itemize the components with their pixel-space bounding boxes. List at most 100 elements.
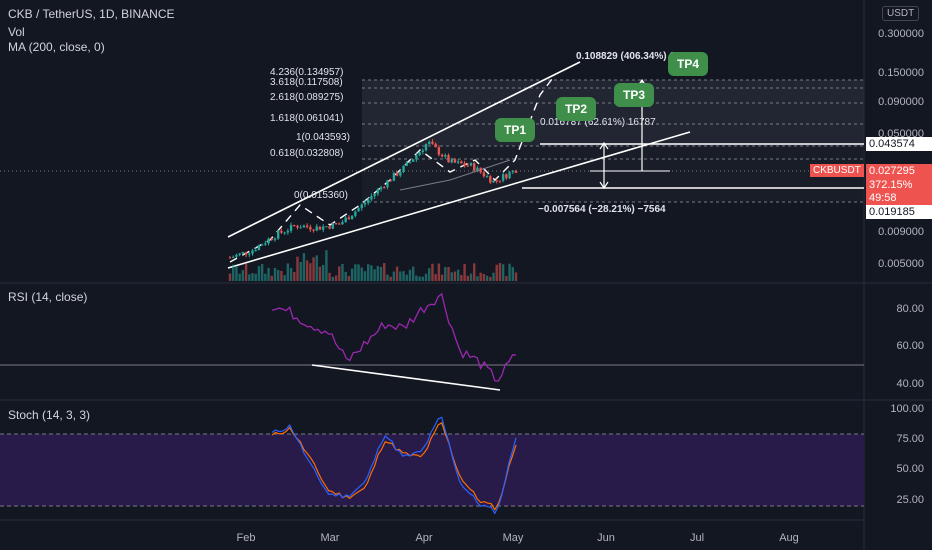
- volume-bar: [411, 266, 415, 281]
- candle-body: [466, 165, 469, 167]
- candle-body: [505, 174, 508, 179]
- ma-label: MA (200, close, 0): [8, 40, 105, 54]
- volume-bar: [302, 253, 306, 281]
- volume-bar: [321, 264, 325, 281]
- candle-body: [260, 244, 264, 246]
- tp4-badge[interactable]: TP4: [668, 52, 709, 76]
- volume-bar: [489, 276, 492, 281]
- candle-body: [360, 204, 363, 209]
- volume-bar: [505, 276, 508, 281]
- volume-bar: [450, 272, 453, 281]
- candle-body: [492, 180, 495, 183]
- volume-bar: [476, 276, 479, 281]
- rsi-tick: 60.00: [896, 340, 924, 352]
- candle-body: [328, 226, 331, 229]
- price-tick: 0.150000: [878, 67, 924, 79]
- volume-bar: [405, 274, 408, 281]
- volume-bar: [273, 267, 277, 281]
- volume-bar: [363, 271, 367, 281]
- time-tick: Jul: [689, 532, 705, 544]
- candle-body: [408, 161, 412, 163]
- volume-bar: [248, 274, 251, 281]
- candle-body: [315, 226, 318, 231]
- candle-body: [309, 226, 312, 230]
- candle-body: [495, 180, 498, 182]
- candle-body: [447, 155, 450, 163]
- rsi-line: [271, 292, 517, 382]
- volume-bar: [408, 269, 412, 281]
- candles: [228, 139, 518, 259]
- volume-bar: [289, 268, 293, 281]
- time-tick: Apr: [415, 532, 433, 544]
- fib-label: 1(0.043593): [296, 132, 350, 143]
- volume-bar: [376, 266, 380, 281]
- vol-label: Vol: [8, 25, 25, 39]
- candle-body: [479, 167, 482, 173]
- candle-body: [421, 150, 425, 152]
- candle-body: [431, 141, 434, 144]
- volume-bar: [293, 271, 296, 281]
- candle-body: [305, 225, 309, 227]
- time-tick: Feb: [236, 532, 256, 544]
- candle-body: [373, 193, 376, 197]
- volume-bar: [508, 263, 511, 281]
- candle-body: [248, 253, 251, 255]
- candle-body: [289, 224, 293, 231]
- candle-body: [482, 172, 486, 177]
- fib-label: 0(0.015360): [294, 190, 348, 201]
- volume-bar: [447, 267, 450, 281]
- volume-bar: [424, 273, 428, 281]
- time-tick: May: [502, 532, 524, 544]
- volume-bar: [238, 273, 241, 281]
- symbol-title: CKB / TetherUS, 1D, BINANCE: [8, 7, 175, 21]
- candle-body: [232, 256, 235, 258]
- volume-bar: [309, 263, 312, 281]
- candle-body: [376, 189, 380, 194]
- volume-bar: [312, 257, 315, 281]
- candle-body: [344, 217, 347, 223]
- price-tick: 0.009000: [878, 226, 924, 238]
- candle-body: [277, 230, 280, 239]
- candle-body: [485, 176, 489, 178]
- change-tag: 372.15%: [866, 178, 932, 192]
- candle-body: [334, 223, 338, 225]
- candle-body: [514, 170, 518, 173]
- candle-body: [395, 173, 399, 176]
- candle-body: [318, 226, 322, 230]
- volume-bar: [428, 268, 431, 281]
- fib-label: 2.618(0.089275): [270, 92, 344, 103]
- volume-bar: [386, 274, 389, 281]
- candle-body: [473, 163, 476, 171]
- candle-body: [325, 226, 328, 228]
- fib-label: 3.618(0.117508): [270, 77, 343, 88]
- ma-line: [399, 159, 511, 191]
- stoch-tick: 25.00: [896, 494, 924, 506]
- volume-bar: [357, 264, 360, 281]
- tp1-badge[interactable]: TP1: [495, 118, 536, 142]
- tp2-badge[interactable]: TP2: [556, 97, 597, 121]
- rsi-tick: 40.00: [896, 378, 924, 390]
- candle-body: [444, 155, 447, 157]
- candle-body: [257, 245, 261, 251]
- volume-bar: [373, 269, 376, 281]
- candle-body: [411, 159, 415, 162]
- candle-body: [511, 170, 514, 173]
- candle-body: [501, 174, 505, 181]
- currency-button[interactable]: USDT: [882, 6, 920, 21]
- volume-bar: [232, 264, 235, 281]
- volume-bar: [453, 271, 457, 281]
- volume-bar: [360, 267, 363, 281]
- volume-bar: [492, 272, 495, 281]
- volume-bars: [228, 250, 518, 281]
- volume-bar: [418, 276, 421, 281]
- volume-bar: [431, 263, 434, 281]
- volume-bar: [501, 264, 505, 281]
- candle-body: [415, 155, 418, 160]
- stoch-title: Stoch (14, 3, 3): [8, 408, 91, 422]
- volume-bar: [334, 275, 338, 281]
- countdown-tag: 49:58: [866, 191, 932, 205]
- volume-bar: [331, 276, 335, 281]
- tp3-badge[interactable]: TP3: [614, 83, 655, 107]
- volume-bar: [485, 275, 489, 281]
